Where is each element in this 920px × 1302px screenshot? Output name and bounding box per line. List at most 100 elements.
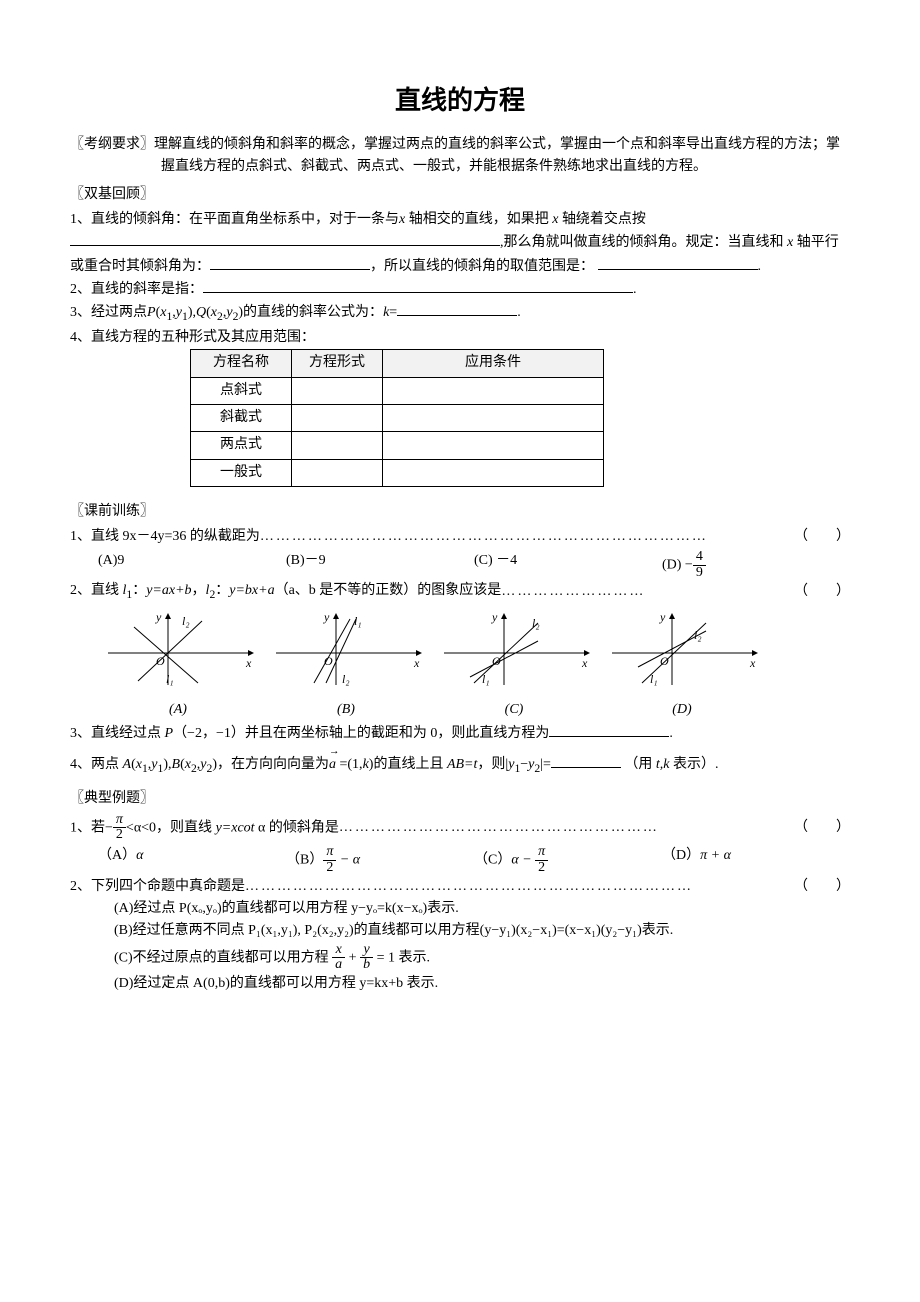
opt-b[interactable]: （B）π2 − α (286, 845, 474, 875)
answer-blank[interactable]: （ ） (794, 581, 850, 603)
chart-(A)[interactable]: Oxyl₂l₁(A) (98, 609, 258, 722)
table-cell[interactable] (383, 404, 604, 431)
sj-p1f: ，所以直线的倾斜角的取值范围是： (370, 259, 594, 274)
table-cell: 点斜式 (191, 377, 292, 404)
opt-b[interactable]: (B)－9 (286, 550, 474, 580)
chart-label: (A) (98, 699, 258, 721)
sub: 2 (191, 762, 197, 775)
chart-(B)[interactable]: Oxyl₁l₂(B) (266, 609, 426, 722)
comma: ， (192, 583, 206, 598)
dx-q2txt: 2、下列四个命题中真命题是 (70, 876, 245, 898)
x-var: x (399, 212, 405, 227)
eq: = (389, 305, 397, 320)
svg-text:x: x (749, 656, 756, 670)
fill-blank[interactable] (397, 301, 517, 316)
dx-q2-oB[interactable]: (B)经过任意两不同点 P₁(x₁,y₁), P₂(x₂,y₂)的直线都可以用方… (70, 920, 850, 942)
P-var: P (165, 726, 174, 741)
sj-p4: 4、直线方程的五种形式及其应用范围： (70, 327, 850, 349)
opt-a[interactable]: (A)9 (98, 550, 286, 580)
keqian-head: 〖课前训练〗 (70, 501, 850, 523)
sub: 1 (142, 762, 148, 775)
sj-p2txt: 2、直线的斜率是指： (70, 282, 203, 297)
val: α − (511, 853, 535, 868)
fill-blank[interactable] (210, 255, 370, 270)
table-cell[interactable] (383, 459, 604, 486)
AB: AB=t (447, 757, 477, 772)
svg-text:l₁: l₁ (482, 672, 490, 686)
charts-row: Oxyl₂l₁(A)Oxyl₁l₂(B)Oxyl₁l₂(C)Oxyl₂l₁(D) (98, 609, 850, 722)
svg-text:x: x (413, 656, 420, 670)
table-cell[interactable] (292, 377, 383, 404)
kq-q1-opts: (A)9 (B)－9 (C) －4 (D) −49 (98, 550, 850, 580)
sj-p2: 2、直线的斜率是指：. (70, 278, 850, 301)
kq-q1: 1、直线 9x－4y=36 的纵截距为 ……………………………………………………… (70, 526, 850, 548)
dx-q2-oD[interactable]: (D)经过定点 A(0,b)的直线都可以用方程 y=kx+b 表示. (70, 973, 850, 995)
table-head: 方程形式 (292, 350, 383, 377)
frac-num: π (535, 845, 548, 861)
fill-blank[interactable] (549, 722, 669, 737)
chart-(C)[interactable]: Oxyl₁l₂(C) (434, 609, 594, 722)
pi: π (113, 813, 126, 829)
page-title: 直线的方程 (70, 80, 850, 122)
frac-den: 2 (535, 861, 548, 876)
fill-blank[interactable] (551, 753, 621, 768)
svg-text:l₁: l₁ (354, 614, 362, 628)
chart-label: (B) (266, 699, 426, 721)
B-var: B (172, 757, 181, 772)
line-chart-icon: Oxyl₁l₂ (434, 609, 594, 689)
dx-q2-oC[interactable]: (C)不经过原点的直线都可以用方程 xa + yb = 1 表示. (70, 943, 850, 973)
sj-p3e: )的直线的斜率公式为： (238, 305, 383, 320)
close: ), (163, 757, 171, 772)
q1b: <α<0，则直线 (126, 820, 216, 835)
frac-num: x (332, 943, 345, 959)
chart-label: (C) (434, 699, 594, 721)
fill-blank[interactable] (598, 255, 758, 270)
q4d: )的直线上且 (369, 757, 447, 772)
sj-p1b: 轴相交的直线，如果把 (409, 212, 549, 227)
pre: （B） (286, 853, 323, 868)
svg-text:y: y (491, 610, 498, 624)
line-chart-icon: Oxyl₁l₂ (266, 609, 426, 689)
table-cell: 斜截式 (191, 404, 292, 431)
shuangji-head: 〖双基回顾〗 (70, 184, 850, 206)
answer-blank[interactable]: （ ） (794, 817, 850, 839)
table-cell[interactable] (292, 404, 383, 431)
table-head: 应用条件 (383, 350, 604, 377)
table-cell[interactable] (292, 432, 383, 459)
q4f: |= (540, 757, 551, 772)
q4b: ，在方向向向量为 (217, 757, 329, 772)
table-cell[interactable] (383, 377, 604, 404)
frac-den: a (332, 958, 345, 973)
q4a: 4、两点 (70, 757, 123, 772)
dx-q2-oA[interactable]: (A)经过点 P(xₒ,yₒ)的直线都可以用方程 y−yₒ=k(x−xₒ)表示. (70, 898, 850, 920)
svg-text:x: x (581, 656, 588, 670)
colon: ： (132, 583, 146, 598)
svg-text:l₂: l₂ (182, 614, 190, 628)
table-cell[interactable] (383, 432, 604, 459)
kaogang-body: 理解直线的倾斜角和斜率的概念，掌握过两点的直线的斜率公式，掌握由一个点和斜率导出… (154, 137, 840, 174)
svg-text:O: O (324, 654, 333, 668)
Q-var: Q (196, 305, 206, 320)
table-cell: 一般式 (191, 459, 292, 486)
answer-blank[interactable]: （ ） (794, 526, 850, 548)
sj-p2end: . (633, 282, 637, 297)
opt-d[interactable]: （D）π + α (662, 845, 850, 875)
opt-a[interactable]: （A）α (98, 845, 286, 875)
answer-blank[interactable]: （ ） (794, 876, 850, 898)
chart-(D)[interactable]: Oxyl₂l₁(D) (602, 609, 762, 722)
svg-text:x: x (245, 656, 252, 670)
svg-text:y: y (323, 610, 330, 624)
close: ), (188, 305, 196, 320)
colon: ： (215, 583, 229, 598)
sj-p1c: 轴绕着交点按 (562, 212, 646, 227)
svg-text:O: O (660, 654, 669, 668)
minus: − (105, 820, 113, 835)
opt-d[interactable]: (D) −49 (662, 550, 850, 580)
fill-blank[interactable] (203, 278, 633, 293)
dx-q2: 2、下列四个命题中真命题是 ……………………………………………………………………… (70, 876, 850, 898)
fill-blank[interactable] (70, 231, 500, 246)
opt-c[interactable]: （C）α − π2 (474, 845, 662, 875)
pre: （D） (662, 848, 700, 863)
table-cell[interactable] (292, 459, 383, 486)
opt-c[interactable]: (C) －4 (474, 550, 662, 580)
